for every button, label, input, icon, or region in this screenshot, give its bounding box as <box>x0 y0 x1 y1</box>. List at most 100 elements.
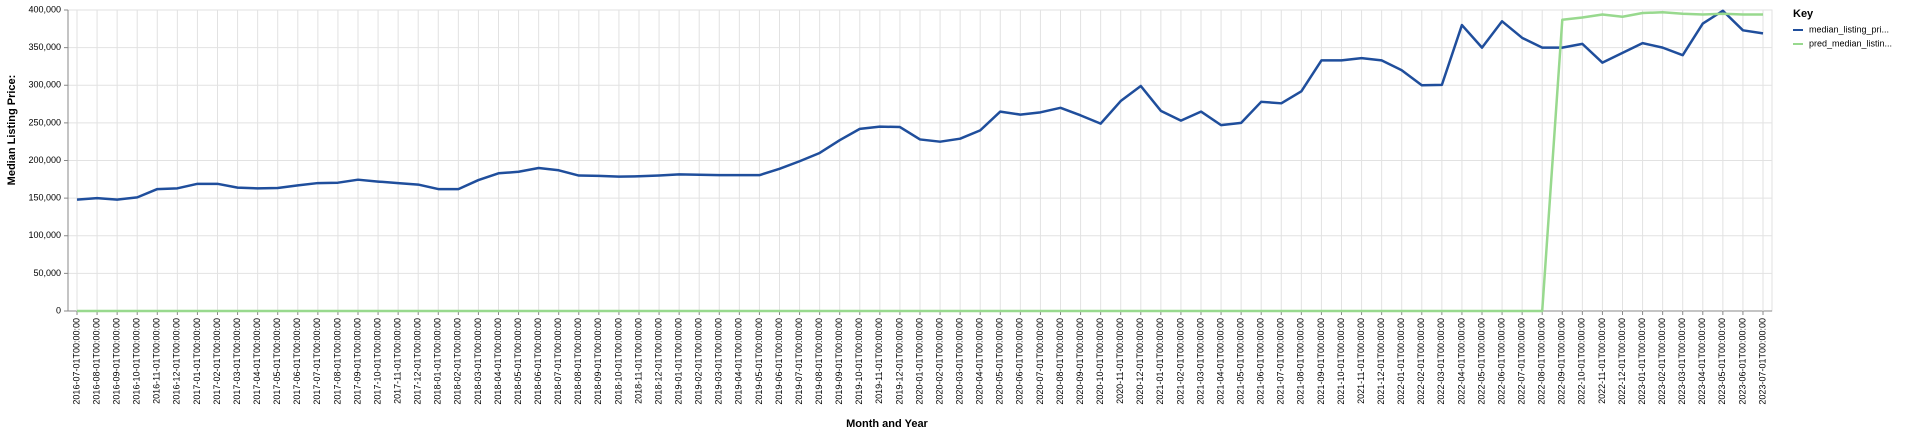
x-tick-label: 2018-06-01T00:00:00 <box>533 318 543 405</box>
x-tick-label: 2016-08-01T00:00:00 <box>91 318 101 405</box>
x-tick-label: 2018-04-01T00:00:00 <box>493 318 503 405</box>
x-tick-label: 2022-08-01T00:00:00 <box>1537 318 1547 405</box>
x-tick-label: 2017-07-01T00:00:00 <box>312 318 322 405</box>
x-tick-label: 2022-10-01T00:00:00 <box>1577 318 1587 405</box>
y-tick-label: 150,000 <box>28 193 61 203</box>
x-tick-label: 2021-07-01T00:00:00 <box>1276 318 1286 405</box>
x-tick-label: 2023-03-01T00:00:00 <box>1677 318 1687 405</box>
series-line <box>77 11 1763 313</box>
legend-label: median_listing_pri... <box>1809 24 1889 34</box>
x-tick-label: 2020-02-01T00:00:00 <box>934 318 944 405</box>
x-tick-label: 2022-04-01T00:00:00 <box>1456 318 1466 405</box>
x-tick-label: 2019-04-01T00:00:00 <box>734 318 744 405</box>
x-tick-label: 2017-01-01T00:00:00 <box>192 318 202 405</box>
x-tick-label: 2017-05-01T00:00:00 <box>272 318 282 405</box>
x-tick-label: 2016-09-01T00:00:00 <box>112 318 122 405</box>
x-tick-label: 2022-06-01T00:00:00 <box>1496 318 1506 405</box>
x-tick-label: 2020-08-01T00:00:00 <box>1055 318 1065 405</box>
x-tick-label: 2020-05-01T00:00:00 <box>995 318 1005 405</box>
x-tick-label: 2023-02-01T00:00:00 <box>1657 318 1667 405</box>
x-tick-label: 2020-06-01T00:00:00 <box>1015 318 1025 405</box>
x-tick-label: 2023-06-01T00:00:00 <box>1737 318 1747 405</box>
x-tick-label: 2019-11-01T00:00:00 <box>874 318 884 404</box>
x-tick-label: 2021-05-01T00:00:00 <box>1236 318 1246 405</box>
x-tick-label: 2021-08-01T00:00:00 <box>1296 318 1306 405</box>
x-tick-label: 2021-12-01T00:00:00 <box>1376 318 1386 405</box>
y-tick-label: 300,000 <box>28 80 61 90</box>
x-tick-label: 2020-03-01T00:00:00 <box>955 318 965 405</box>
x-tick-label: 2017-09-01T00:00:00 <box>352 318 362 405</box>
x-tick-label: 2019-10-01T00:00:00 <box>854 318 864 405</box>
x-tick-label: 2019-07-01T00:00:00 <box>794 318 804 405</box>
x-tick-label: 2018-03-01T00:00:00 <box>473 318 483 405</box>
x-tick-label: 2017-03-01T00:00:00 <box>232 318 242 405</box>
x-tick-label: 2019-06-01T00:00:00 <box>774 318 784 405</box>
x-tick-label: 2019-03-01T00:00:00 <box>714 318 724 405</box>
x-tick-label: 2017-12-01T00:00:00 <box>413 318 423 405</box>
x-tick-label: 2017-10-01T00:00:00 <box>372 318 382 405</box>
x-tick-label: 2019-01-01T00:00:00 <box>674 318 684 405</box>
x-tick-label: 2022-12-01T00:00:00 <box>1617 318 1627 405</box>
x-tick-label: 2018-12-01T00:00:00 <box>653 318 663 405</box>
x-tick-label: 2018-07-01T00:00:00 <box>553 318 563 405</box>
x-tick-label: 2017-08-01T00:00:00 <box>332 318 342 405</box>
x-tick-label: 2020-11-01T00:00:00 <box>1115 318 1125 404</box>
x-tick-label: 2022-07-01T00:00:00 <box>1517 318 1527 405</box>
x-tick-label: 2016-10-01T00:00:00 <box>132 318 142 405</box>
x-tick-label: 2022-02-01T00:00:00 <box>1416 318 1426 405</box>
x-tick-label: 2020-12-01T00:00:00 <box>1135 318 1145 405</box>
x-tick-label: 2019-09-01T00:00:00 <box>834 318 844 405</box>
x-tick-label: 2022-09-01T00:00:00 <box>1557 318 1567 405</box>
x-tick-label: 2023-05-01T00:00:00 <box>1717 318 1727 405</box>
x-tick-label: 2021-06-01T00:00:00 <box>1256 318 1266 405</box>
y-tick-label: 100,000 <box>28 230 61 240</box>
x-tick-label: 2016-11-01T00:00:00 <box>152 318 162 404</box>
x-tick-label: 2023-04-01T00:00:00 <box>1697 318 1707 405</box>
x-tick-label: 2017-06-01T00:00:00 <box>292 318 302 405</box>
x-tick-label: 2021-02-01T00:00:00 <box>1175 318 1185 405</box>
y-axis-title: Median Listing Price: <box>6 75 18 186</box>
x-axis-title: Month and Year <box>846 418 928 430</box>
x-tick-label: 2023-01-01T00:00:00 <box>1637 318 1647 405</box>
x-tick-label: 2022-05-01T00:00:00 <box>1476 318 1486 405</box>
x-tick-label: 2020-01-01T00:00:00 <box>914 318 924 405</box>
y-tick-label: 350,000 <box>28 42 61 52</box>
x-tick-label: 2021-11-01T00:00:00 <box>1356 318 1366 404</box>
series-line <box>76 9 1764 201</box>
x-tick-label: 2017-11-01T00:00:00 <box>393 318 403 404</box>
x-tick-label: 2021-01-01T00:00:00 <box>1155 318 1165 405</box>
x-tick-label: 2018-09-01T00:00:00 <box>593 318 603 405</box>
y-tick-label: 400,000 <box>28 4 61 14</box>
x-tick-label: 2020-09-01T00:00:00 <box>1075 318 1085 405</box>
x-tick-label: 2018-10-01T00:00:00 <box>613 318 623 405</box>
x-tick-label: 2019-08-01T00:00:00 <box>814 318 824 405</box>
x-tick-label: 2022-03-01T00:00:00 <box>1436 318 1446 405</box>
x-tick-label: 2018-11-01T00:00:00 <box>633 318 643 404</box>
x-tick-label: 2016-12-01T00:00:00 <box>172 318 182 405</box>
x-tick-label: 2017-02-01T00:00:00 <box>212 318 222 405</box>
legend-label: pred_median_listin... <box>1809 38 1892 48</box>
x-tick-label: 2016-07-01T00:00:00 <box>71 318 81 405</box>
x-tick-label: 2021-10-01T00:00:00 <box>1336 318 1346 405</box>
y-tick-label: 200,000 <box>28 155 61 165</box>
x-tick-label: 2019-05-01T00:00:00 <box>754 318 764 405</box>
x-tick-label: 2021-03-01T00:00:00 <box>1195 318 1205 405</box>
x-tick-label: 2022-01-01T00:00:00 <box>1396 318 1406 405</box>
x-tick-label: 2017-04-01T00:00:00 <box>252 318 262 405</box>
x-tick-label: 2019-02-01T00:00:00 <box>694 318 704 405</box>
x-tick-label: 2022-11-01T00:00:00 <box>1597 318 1607 404</box>
y-tick-label: 50,000 <box>33 268 61 278</box>
x-tick-label: 2018-01-01T00:00:00 <box>433 318 443 405</box>
x-tick-label: 2023-07-01T00:00:00 <box>1757 318 1767 405</box>
legend-title: Key <box>1793 8 1814 20</box>
x-tick-label: 2018-08-01T00:00:00 <box>573 318 583 405</box>
x-tick-label: 2018-02-01T00:00:00 <box>453 318 463 405</box>
x-tick-label: 2020-07-01T00:00:00 <box>1035 318 1045 405</box>
x-tick-label: 2020-04-01T00:00:00 <box>975 318 985 405</box>
x-tick-label: 2019-12-01T00:00:00 <box>894 318 904 405</box>
x-tick-label: 2021-09-01T00:00:00 <box>1316 318 1326 405</box>
x-tick-label: 2021-04-01T00:00:00 <box>1215 318 1225 405</box>
y-tick-label: 0 <box>56 305 61 315</box>
x-tick-label: 2018-05-01T00:00:00 <box>513 318 523 405</box>
